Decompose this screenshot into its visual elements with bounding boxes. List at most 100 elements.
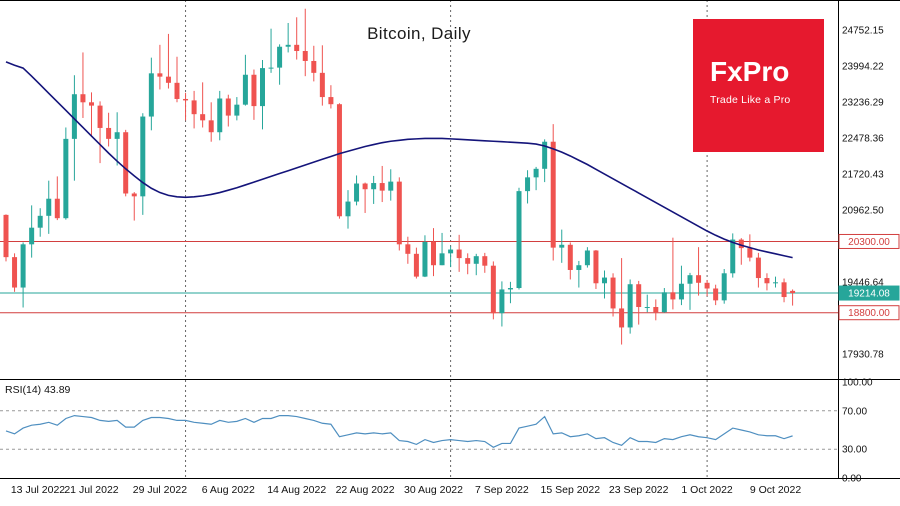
candle-body [3, 214, 9, 258]
price-badge [838, 285, 900, 301]
candle-body [499, 289, 505, 314]
candle-body [12, 257, 18, 288]
candle-body [285, 44, 291, 47]
date-axis-label: 22 Aug 2022 [336, 484, 395, 496]
candle-body [456, 249, 462, 259]
candle-body [533, 168, 539, 178]
candle-body [550, 141, 556, 248]
candle-body [413, 253, 419, 277]
rsi-line [5, 414, 793, 448]
candle-body [234, 104, 240, 116]
fxpro-logo: FxPro Trade Like a Pro [693, 19, 824, 152]
candle-body [422, 241, 428, 277]
candle-body [584, 250, 590, 266]
price-axis-tick: 17930.78 [842, 350, 884, 361]
candle-body [482, 256, 488, 266]
candle-body [755, 257, 761, 279]
candle-body [559, 244, 565, 248]
date-axis-label: 14 Aug 2022 [267, 484, 326, 496]
candle-body [602, 277, 607, 284]
rsi-axis-tick: 30.00 [842, 445, 867, 456]
price-axis-tick: 24752.15 [842, 26, 884, 37]
candle-body [294, 44, 300, 51]
price-axis-tick: 20962.50 [842, 206, 884, 217]
candle-body [396, 181, 402, 245]
candle-body [123, 132, 129, 194]
date-axis-label: 7 Sep 2022 [475, 484, 529, 496]
price-badge-label: 20300.00 [848, 237, 890, 248]
candle-body [336, 104, 342, 217]
price-axis-tick: 19446.64 [842, 278, 884, 289]
candle-body [490, 265, 496, 314]
candle-body [251, 74, 257, 107]
candle-body [225, 98, 231, 116]
date-axis-label: 9 Oct 2022 [750, 484, 802, 496]
candle-body [29, 227, 35, 245]
candle-body [713, 288, 719, 301]
candle-body [97, 105, 103, 128]
candle-body [131, 193, 137, 197]
candle-body [747, 248, 753, 258]
price-axis-tick: 21720.43 [842, 170, 884, 181]
candle-body [328, 97, 334, 105]
candle-body [63, 138, 69, 219]
candle-body [106, 127, 112, 139]
candle-body [174, 82, 180, 99]
candle-body [80, 94, 86, 103]
candle-body [20, 244, 26, 288]
candle-body [140, 116, 146, 197]
date-axis-label: 15 Sep 2022 [541, 484, 601, 496]
candle-body [208, 120, 214, 133]
candle-body [525, 177, 531, 192]
candle-body [439, 253, 445, 266]
candle-body [114, 132, 120, 139]
date-axis-label: 1 Oct 2022 [681, 484, 733, 496]
candle-body [302, 51, 308, 61]
candle-body [738, 239, 744, 249]
date-axis-label: 13 Jul 2022 [11, 484, 65, 496]
candle-body [542, 141, 548, 169]
candle-body [653, 307, 659, 313]
candle-body [191, 100, 197, 115]
candle-body [448, 249, 454, 254]
candle-body [773, 282, 778, 284]
date-axis-label: 21 Jul 2022 [64, 484, 118, 496]
price-badge [838, 233, 900, 249]
candle-body [217, 98, 223, 133]
candle-body [644, 307, 650, 309]
candle-body [696, 275, 702, 283]
price-axis-tick: 22478.36 [842, 134, 884, 145]
candle-body [242, 74, 248, 105]
candle-body [687, 275, 693, 284]
candle-body [473, 256, 479, 264]
candle-body [593, 250, 599, 284]
fxpro-logo-tagline: Trade Like a Pro [710, 94, 791, 106]
candle-body [670, 292, 676, 300]
candle-body [678, 283, 684, 300]
date-axis-label: 29 Jul 2022 [133, 484, 187, 496]
price-axis-tick: 23236.29 [842, 98, 884, 109]
candle-body [516, 191, 522, 289]
candle-body [157, 73, 163, 77]
candle-body [388, 181, 394, 191]
candle-body [567, 244, 573, 270]
candle-body [730, 239, 736, 274]
date-axis-label: 6 Aug 2022 [202, 484, 255, 496]
date-axis-label: 30 Aug 2022 [404, 484, 463, 496]
candle-body [277, 46, 283, 68]
candle-body [46, 198, 52, 216]
price-badge [838, 305, 900, 321]
candle-body [268, 67, 274, 69]
candle-body [465, 258, 471, 264]
candle-body [165, 76, 171, 83]
candle-body [405, 244, 411, 254]
candle-body [354, 183, 360, 202]
date-axis-label: 23 Sep 2022 [609, 484, 669, 496]
candle-body [507, 288, 513, 290]
candle-body [345, 201, 351, 217]
price-badge-label: 18800.00 [848, 308, 890, 319]
candle-body [89, 102, 94, 106]
moving-average-line [5, 61, 793, 259]
